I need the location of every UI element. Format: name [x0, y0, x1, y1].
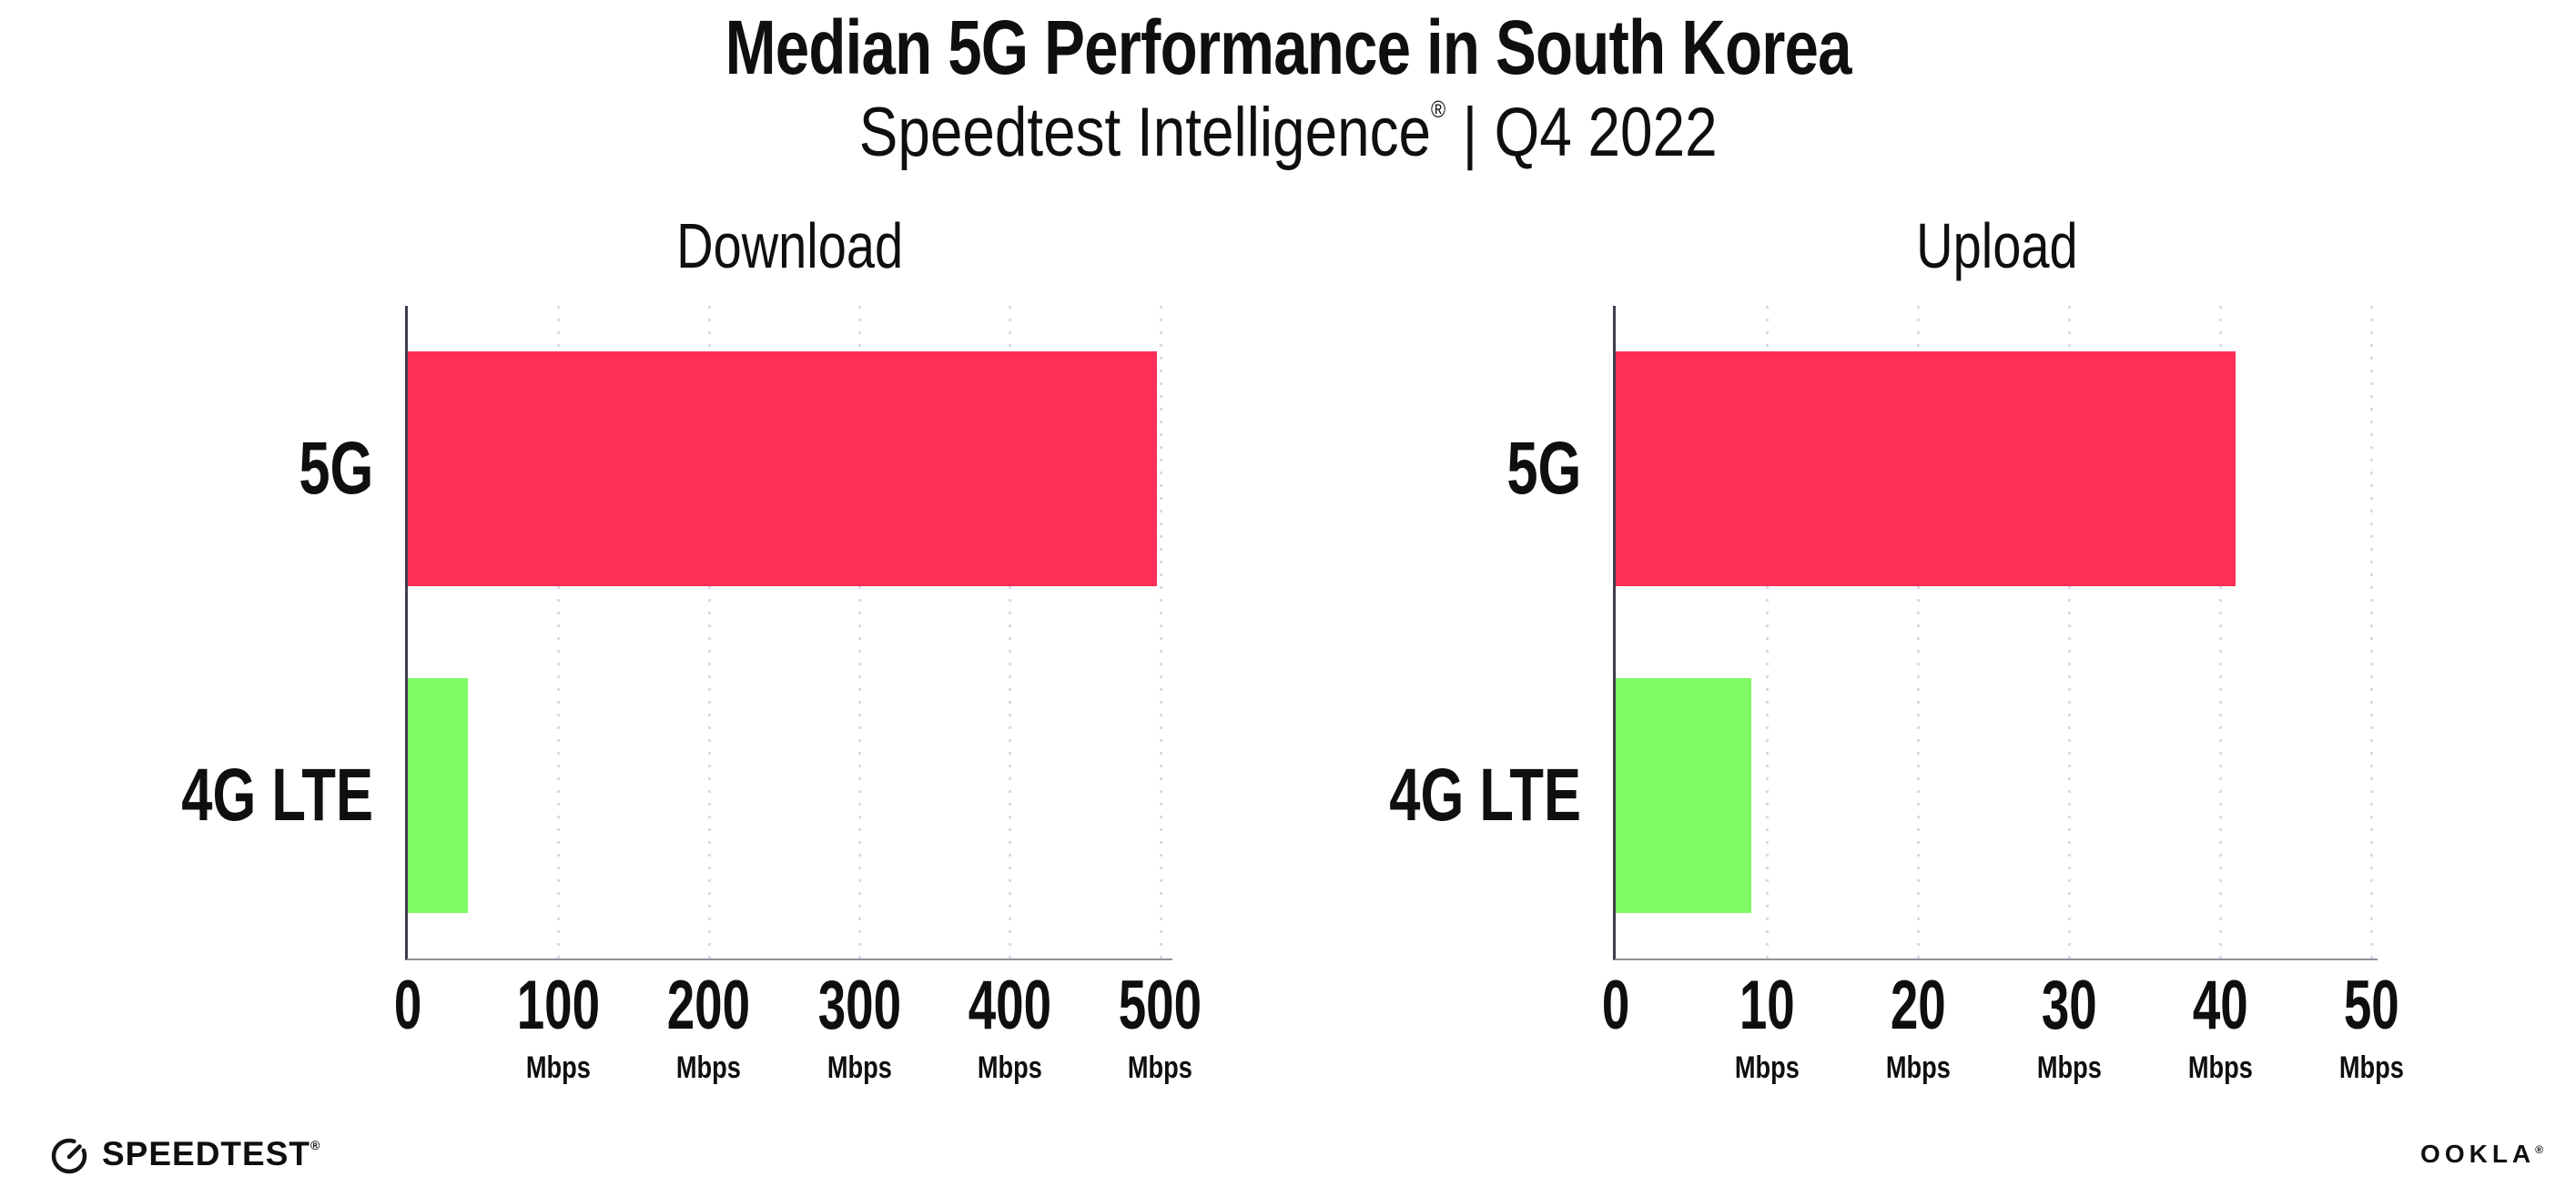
ookla-wordmark-text: OOKLA	[2420, 1140, 2536, 1168]
x-tick-number: 20	[1890, 967, 1946, 1044]
x-gridline	[1159, 306, 1162, 959]
x-tick-unit-label: Mbps	[2120, 1052, 2320, 1083]
x-tick-unit-text: Mbps	[676, 1050, 742, 1085]
x-tick-number: 10	[1739, 967, 1795, 1044]
x-tick-unit-text: Mbps	[1734, 1050, 1800, 1085]
x-tick-number: 500	[1119, 967, 1202, 1044]
x-tick-label: 30	[1969, 971, 2169, 1040]
x-gridline	[2068, 306, 2072, 959]
speedtest-wordmark: SPEEDTEST®	[102, 1135, 319, 1173]
speedtest-gauge-icon	[51, 1138, 87, 1174]
x-tick-unit-label: Mbps	[909, 1052, 1110, 1083]
page-title-text: Median 5G Performance in South Korea	[725, 5, 1851, 90]
x-tick-unit-text: Mbps	[2338, 1050, 2404, 1085]
speedtest-logo: SPEEDTEST®	[47, 1132, 319, 1176]
x-gridline	[1917, 306, 1921, 959]
x-tick-unit-text: Mbps	[525, 1050, 591, 1085]
x-gridline	[2370, 306, 2374, 959]
x-tick-number: 400	[968, 967, 1052, 1044]
x-tick-unit-label: Mbps	[1060, 1052, 1261, 1083]
x-tick-label: 20	[1818, 971, 2018, 1040]
x-tick-unit-label: Mbps	[1969, 1052, 2169, 1083]
category-label-text: 5G	[298, 427, 373, 510]
x-tick-label: 300	[759, 971, 959, 1040]
x-tick-unit-label: Mbps	[759, 1052, 959, 1083]
x-tick-unit-label: Mbps	[2271, 1052, 2471, 1083]
x-tick-label: 10	[1667, 971, 1867, 1040]
category-label-5g: 5G	[1226, 423, 1581, 514]
x-gridline	[557, 306, 561, 959]
x-tick-unit-label: Mbps	[609, 1052, 809, 1083]
x-tick-number: 30	[2041, 967, 2097, 1044]
x-tick-number: 200	[667, 967, 751, 1044]
category-label-text: 5G	[1506, 427, 1581, 510]
x-tick-label: 500	[1060, 971, 1261, 1040]
page-subtitle-text: Speedtest Intelligence® | Q4 2022	[859, 93, 1718, 172]
bar-5g	[1616, 351, 2236, 586]
subtitle-brand: Speedtest Intelligence	[858, 94, 1431, 171]
subplot-title-text: Upload	[1915, 210, 2078, 281]
speedtest-registered-mark: ®	[310, 1138, 320, 1152]
x-gridline	[1009, 306, 1012, 959]
x-gridline	[2219, 306, 2223, 959]
category-label-text: 4G LTE	[181, 754, 373, 837]
category-label-4g-lte: 4G LTE	[18, 750, 373, 841]
x-tick-unit-text: Mbps	[977, 1050, 1042, 1085]
x-tick-label: 50	[2271, 971, 2471, 1040]
x-gridline	[858, 306, 862, 959]
ookla-registered-mark: ®	[2535, 1143, 2543, 1156]
subtitle-separator: |	[1462, 94, 1477, 171]
x-gridline	[707, 306, 711, 959]
x-tick-unit-text: Mbps	[2036, 1050, 2102, 1085]
x-tick-unit-text: Mbps	[1885, 1050, 1951, 1085]
x-tick-label: 40	[2120, 971, 2320, 1040]
bar-5g	[408, 351, 1158, 586]
x-tick-number: 100	[516, 967, 600, 1044]
x-tick-label: 0	[1516, 971, 1716, 1040]
x-tick-number: 40	[2192, 967, 2248, 1044]
download-chart-plot-area: Download 5G 4G LTE 0 100 Mbps 200 Mbps 300 Mbps 40…	[181, 210, 1202, 1083]
x-gridline	[1766, 306, 1770, 959]
x-tick-number: 0	[1601, 967, 1630, 1044]
x-tick-number: 300	[817, 967, 901, 1044]
subplot-title-text: Download	[676, 210, 904, 281]
category-label-5g: 5G	[18, 423, 373, 514]
page-title: Median 5G Performance in South Korea	[0, 4, 2576, 92]
bar-4g-lte	[408, 678, 469, 913]
subtitle-period: Q4 2022	[1494, 94, 1718, 171]
bar-4g-lte	[1616, 678, 1752, 913]
x-tick-unit-text: Mbps	[2187, 1050, 2253, 1085]
category-label-text: 4G LTE	[1389, 754, 1581, 837]
x-tick-number: 50	[2343, 967, 2399, 1044]
subplot-title: Download	[408, 209, 1172, 282]
registered-trademark-mark: ®	[1430, 96, 1445, 123]
upload-chart-plot-area: Upload 5G 4G LTE 0 10 Mbps 20 Mbps 30 Mbps 40 Mbps 5…	[1389, 210, 2404, 1083]
x-tick-label: 0	[308, 971, 508, 1040]
x-tick-label: 100	[458, 971, 658, 1040]
subplot-title: Upload	[1616, 209, 2378, 282]
x-tick-unit-text: Mbps	[827, 1050, 892, 1085]
x-tick-unit-text: Mbps	[1128, 1050, 1193, 1085]
x-tick-number: 0	[393, 967, 422, 1044]
speedtest-wordmark-text: SPEEDTEST	[102, 1135, 310, 1172]
category-label-4g-lte: 4G LTE	[1226, 750, 1581, 841]
x-tick-unit-label: Mbps	[458, 1052, 658, 1083]
page-subtitle: Speedtest Intelligence® | Q4 2022	[0, 93, 2576, 172]
x-tick-label: 200	[609, 971, 809, 1040]
ookla-logo: OOKLA®	[2420, 1140, 2543, 1169]
x-tick-unit-label: Mbps	[1818, 1052, 2018, 1083]
x-tick-unit-label: Mbps	[1667, 1052, 1867, 1083]
x-tick-label: 400	[909, 971, 1110, 1040]
